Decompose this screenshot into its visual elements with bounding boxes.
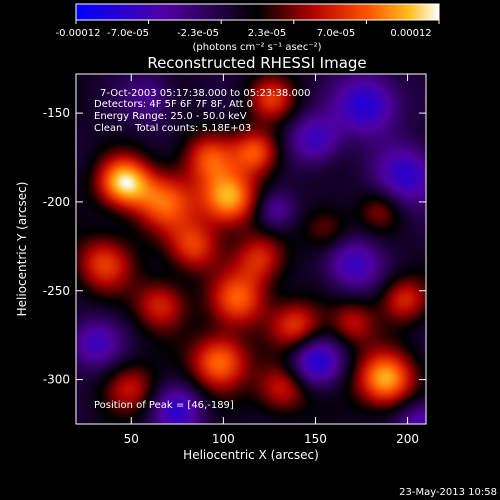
plot-frame [75,73,427,425]
colorbar-tick-label: 2.3e-05 [248,28,286,39]
colorbar-tick-label: -2.3e-05 [177,28,219,39]
y-tick-label: -200 [43,195,70,209]
x-axis-ticks: 50 100 150 200 [124,74,419,446]
colorbar-tick-label: 7.0e-05 [317,28,355,39]
colorbar-tick-label: -7.0e-05 [107,28,149,39]
x-axis-label: Heliocentric X (arcsec) [183,448,319,462]
colorbar-ticks: -0.00012 -7.0e-05 -2.3e-05 2.3e-05 7.0e-05 0.… [56,20,440,39]
chart-title: Reconstructed RHESSI Image [147,54,366,72]
annotation-line-2: Detectors: 4F 5F 6F 7F 8F, Att 0 [94,99,253,110]
annotation-line-3: Energy Range: 25.0 - 50.0 keV [94,111,247,122]
annotation-line-4: Clean Total counts: 5.18E+03 [94,123,251,134]
annotation-line-1: 7-Oct-2003 05:17:38.000 to 05:23:38.000 [100,88,311,99]
peak-position-label: Position of Peak = [46,-189] [94,400,234,411]
colorbar-tick-label: -0.00012 [56,28,101,39]
y-tick-label: -250 [43,284,70,298]
x-tick-label: 50 [124,432,139,446]
x-tick-label: 200 [396,432,419,446]
y-tick-label: -150 [43,106,70,120]
heatmap-image [76,74,426,424]
y-tick-label: -300 [43,373,70,387]
x-tick-label: 100 [212,432,235,446]
timestamp: 23-May-2013 10:58 [399,487,497,498]
y-axis-ticks: -150 -200 -250 -300 [43,106,426,387]
annotation-block: 7-Oct-2003 05:17:38.000 to 05:23:38.000 … [94,88,311,134]
y-axis-label: Heliocentric Y (arcsec) [15,182,29,317]
colorbar-tick-label: 0.00012 [390,28,431,39]
colorbar-units-label: (photons cm⁻² s⁻¹ asec⁻²) [192,42,321,53]
colorbar [75,3,440,21]
x-tick-label: 150 [304,432,327,446]
